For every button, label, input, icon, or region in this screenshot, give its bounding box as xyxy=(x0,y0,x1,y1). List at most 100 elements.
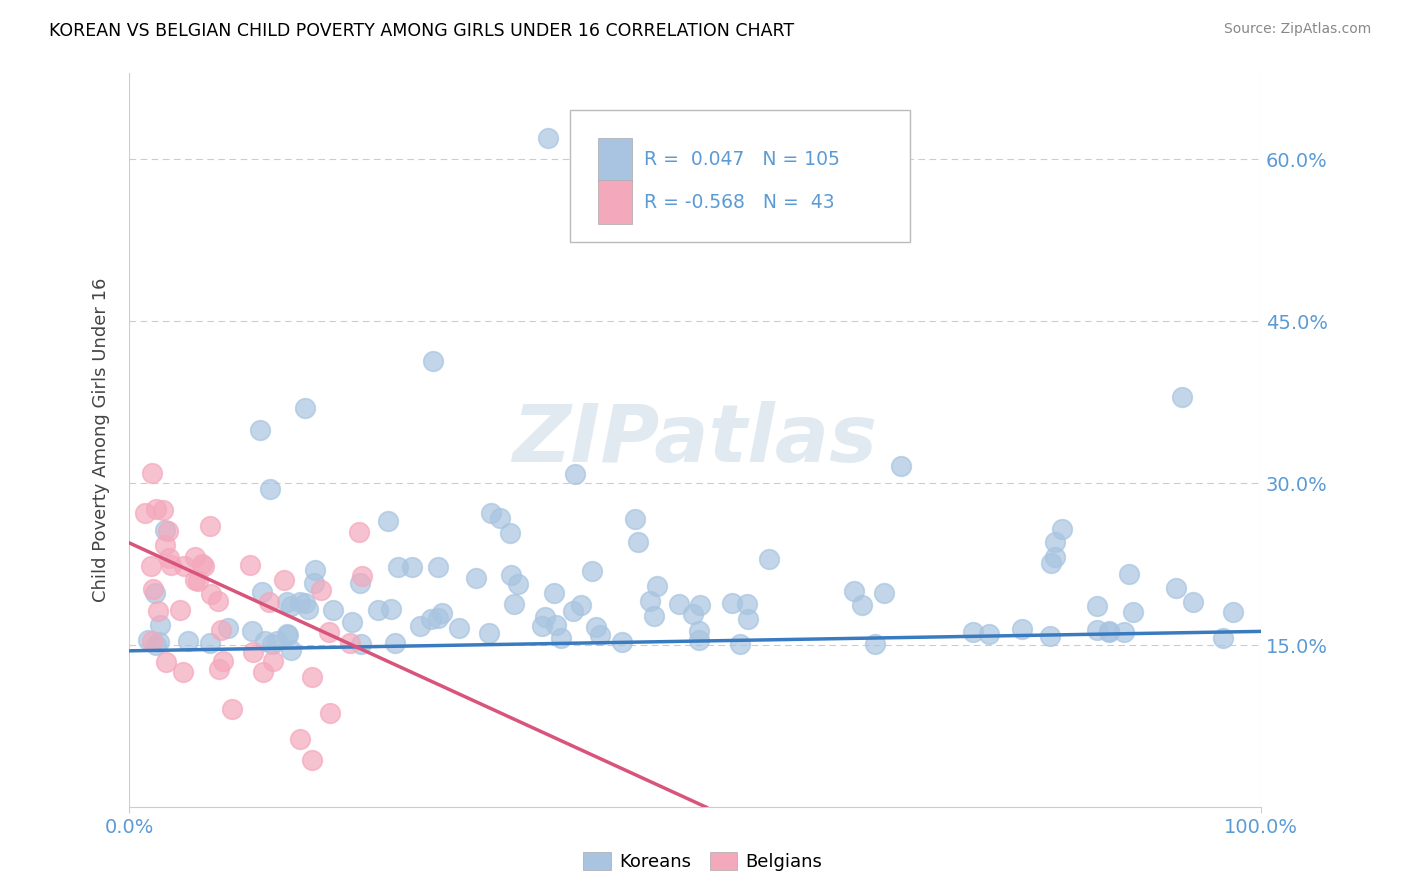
Point xyxy=(409,618,432,632)
Point xyxy=(177,634,200,648)
Point xyxy=(169,603,191,617)
Point xyxy=(209,624,232,638)
FancyBboxPatch shape xyxy=(598,137,631,182)
Text: KOREAN VS BELGIAN CHILD POVERTY AMONG GIRLS UNDER 16 CORRELATION CHART: KOREAN VS BELGIAN CHILD POVERTY AMONG GI… xyxy=(49,22,794,40)
Point xyxy=(1011,622,1033,636)
Point xyxy=(962,625,984,640)
Point xyxy=(1045,550,1067,565)
Point xyxy=(890,458,912,473)
Point xyxy=(217,621,239,635)
Point xyxy=(720,596,742,610)
Point xyxy=(136,632,159,647)
Point xyxy=(280,599,302,613)
Point xyxy=(502,597,524,611)
Point xyxy=(737,612,759,626)
Point xyxy=(145,638,167,652)
Point xyxy=(146,604,169,618)
Point xyxy=(1097,624,1119,639)
Point xyxy=(319,706,342,721)
Point xyxy=(208,662,231,676)
Point xyxy=(143,585,166,599)
Point xyxy=(301,670,323,684)
Point xyxy=(342,615,364,629)
Point xyxy=(239,558,262,573)
Point xyxy=(581,564,603,578)
Point xyxy=(488,511,510,525)
Point xyxy=(157,524,180,538)
Point xyxy=(207,593,229,607)
Point xyxy=(643,608,665,623)
Point xyxy=(688,624,710,639)
Point xyxy=(1181,595,1204,609)
Point xyxy=(172,665,194,679)
Point xyxy=(276,627,298,641)
Point xyxy=(155,655,177,669)
Point xyxy=(1045,535,1067,549)
Point xyxy=(534,610,557,624)
Point xyxy=(184,573,207,587)
Point xyxy=(193,558,215,573)
Point xyxy=(1170,390,1192,404)
Point xyxy=(252,665,274,680)
Point xyxy=(260,636,283,650)
Point xyxy=(262,654,284,668)
Point xyxy=(153,523,176,537)
Point xyxy=(187,574,209,588)
Point xyxy=(141,558,163,573)
Point xyxy=(322,603,344,617)
Point xyxy=(499,526,522,541)
Point xyxy=(550,631,572,645)
Point xyxy=(1085,599,1108,613)
Point xyxy=(1039,557,1062,571)
Point xyxy=(280,643,302,657)
Point xyxy=(254,634,277,648)
Point xyxy=(157,550,180,565)
Point xyxy=(419,612,441,626)
Point xyxy=(1212,632,1234,646)
Point xyxy=(508,577,530,591)
Point xyxy=(464,571,486,585)
Point xyxy=(149,617,172,632)
Point xyxy=(851,599,873,613)
Point xyxy=(297,601,319,615)
Point xyxy=(758,552,780,566)
Point xyxy=(302,575,325,590)
Text: ZIPatlas: ZIPatlas xyxy=(512,401,877,479)
Point xyxy=(294,596,316,610)
Point xyxy=(842,584,865,599)
Point xyxy=(141,466,163,480)
Point xyxy=(276,595,298,609)
Point xyxy=(612,635,634,649)
Point xyxy=(531,619,554,633)
Point xyxy=(589,628,612,642)
Point xyxy=(873,586,896,600)
Point xyxy=(259,482,281,496)
Point xyxy=(212,654,235,668)
Point xyxy=(688,632,710,647)
Point xyxy=(682,607,704,621)
Point xyxy=(160,558,183,572)
Point xyxy=(288,595,311,609)
Point xyxy=(145,501,167,516)
Point xyxy=(301,753,323,767)
Point xyxy=(1098,625,1121,640)
Point xyxy=(730,637,752,651)
Point xyxy=(537,130,560,145)
Point xyxy=(294,401,316,415)
Point xyxy=(339,636,361,650)
Text: R =  0.047   N = 105: R = 0.047 N = 105 xyxy=(644,150,839,169)
Point xyxy=(430,606,453,620)
Point xyxy=(148,635,170,649)
Point xyxy=(288,732,311,747)
Point xyxy=(221,702,243,716)
Point xyxy=(349,576,371,591)
Point xyxy=(645,579,668,593)
Point xyxy=(735,597,758,611)
Point xyxy=(624,512,647,526)
Point xyxy=(309,583,332,598)
Point xyxy=(426,611,449,625)
Point xyxy=(1039,629,1062,643)
FancyBboxPatch shape xyxy=(598,180,631,224)
Point xyxy=(257,595,280,609)
Point xyxy=(266,634,288,648)
